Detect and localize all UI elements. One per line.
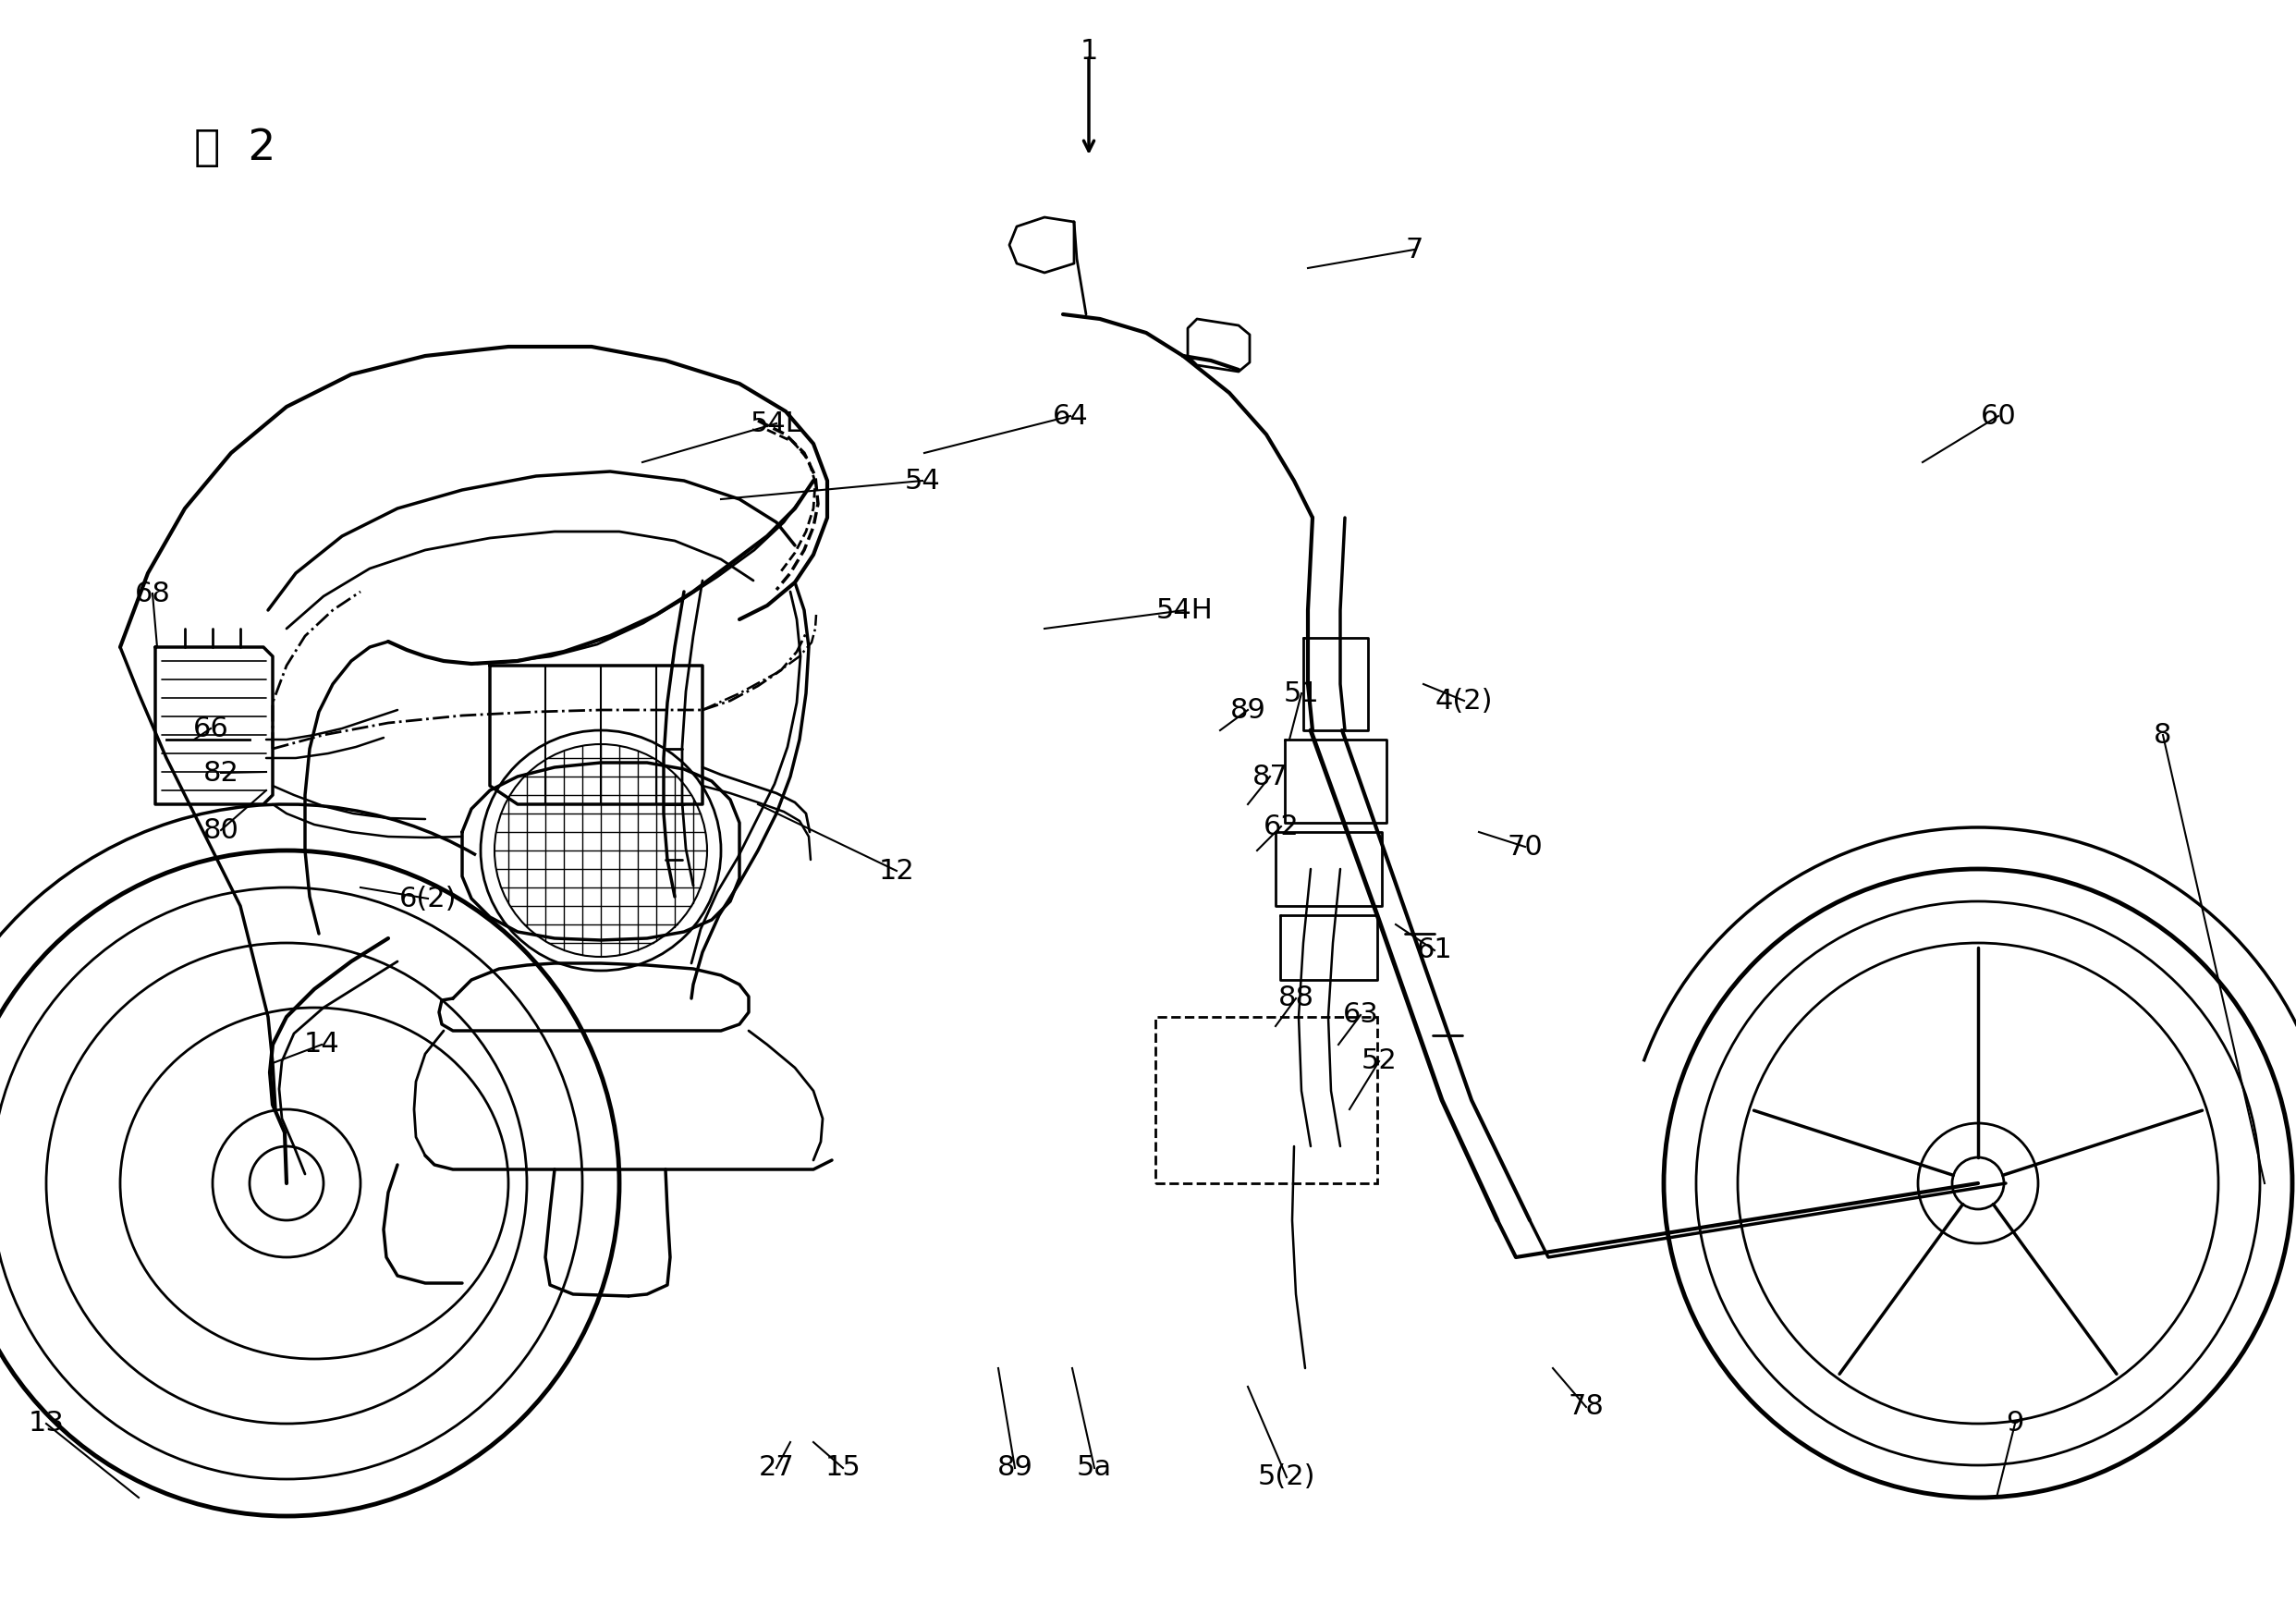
Text: 70: 70 [1506,833,1543,861]
Text: 5a: 5a [1077,1455,1111,1481]
Text: 89: 89 [996,1455,1033,1481]
Text: 図  2: 図 2 [195,128,276,168]
Text: 4(2): 4(2) [1435,688,1492,714]
Text: 82: 82 [202,759,239,787]
Text: 61: 61 [1417,937,1453,964]
Text: 1: 1 [1079,37,1097,65]
Text: 64: 64 [1052,402,1088,430]
Text: 62: 62 [1263,812,1300,840]
Text: 68: 68 [135,580,170,607]
Text: 14: 14 [303,1032,340,1058]
Text: 15: 15 [824,1455,861,1481]
Text: 80: 80 [202,817,239,843]
Bar [1155,1017,1378,1184]
Text: 5(2): 5(2) [1258,1463,1316,1491]
Text: 51: 51 [1283,680,1320,707]
Text: 63: 63 [1343,1001,1378,1029]
Text: 87: 87 [1251,764,1288,790]
Text: 66: 66 [193,715,230,741]
Text: 60: 60 [1981,402,2016,430]
Text: 13: 13 [28,1410,64,1437]
Text: 54L: 54L [751,410,801,436]
Text: 54: 54 [905,467,941,494]
Text: 54H: 54H [1157,596,1215,623]
Text: 89: 89 [1231,696,1265,724]
Text: 12: 12 [879,858,914,885]
Text: 7: 7 [1405,236,1424,263]
Text: 88: 88 [1279,985,1313,1013]
Text: 52: 52 [1362,1048,1396,1074]
Text: 6(2): 6(2) [400,885,457,912]
Text: 8: 8 [2154,722,2172,748]
Text: 78: 78 [1568,1394,1605,1421]
Text: 27: 27 [758,1455,794,1481]
Text: 9: 9 [2007,1410,2025,1437]
